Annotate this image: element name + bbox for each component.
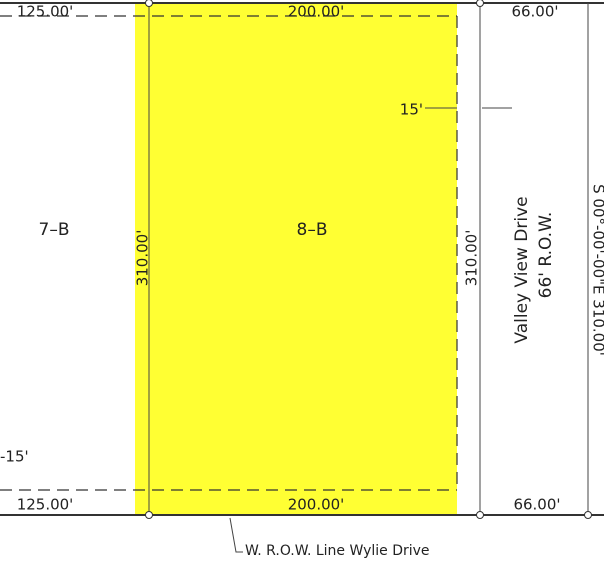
bearing-label: S 00°-00'-00"E 310.00'	[590, 184, 604, 356]
dimension-label: 15'	[400, 101, 423, 119]
dimension-label: 66.00'	[513, 496, 560, 514]
leader-note: W. R.O.W. Line Wylie Drive	[245, 543, 430, 559]
lot-highlight	[135, 3, 457, 515]
road-row: 66' R.O.W.	[536, 212, 556, 299]
dimension-label: 200.00'	[288, 496, 345, 514]
corner-marker	[476, 0, 484, 7]
dimension-label: 310.00'	[134, 230, 152, 287]
corner-marker	[476, 511, 484, 519]
lot-label: 8–B	[297, 220, 328, 240]
dimension-label: 125.00'	[17, 3, 74, 21]
corner-marker	[145, 511, 153, 519]
dimension-label: -15'	[0, 448, 29, 466]
corner-markers	[145, 0, 592, 519]
dimension-label: 66.00'	[511, 3, 558, 21]
dimension-label: 200.00'	[288, 3, 345, 21]
lot-label: 7–B	[39, 220, 70, 240]
dimension-label: 125.00'	[17, 496, 74, 514]
corner-marker	[145, 0, 153, 7]
leader-line	[229, 517, 243, 553]
road-name: Valley View Drive	[512, 196, 532, 343]
dimension-label: 310.00'	[463, 230, 481, 287]
corner-marker	[584, 511, 592, 519]
